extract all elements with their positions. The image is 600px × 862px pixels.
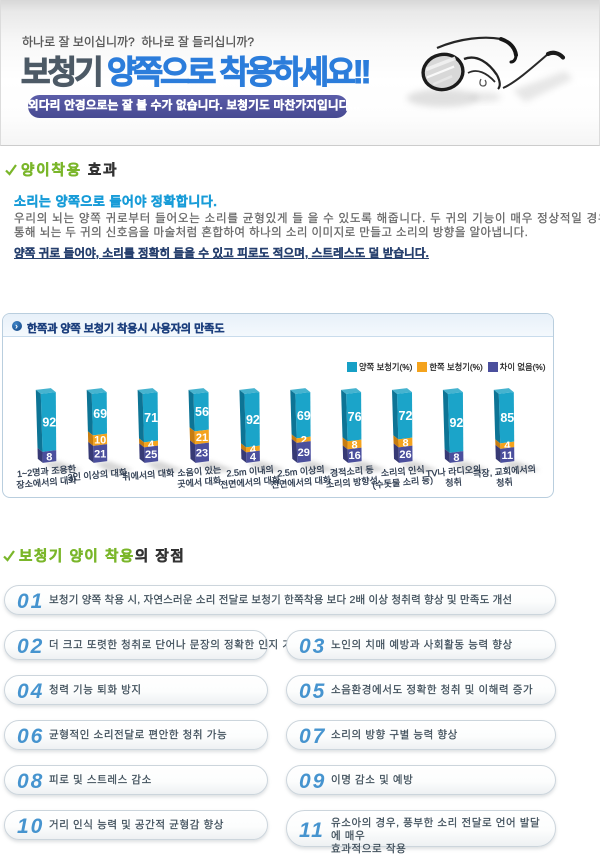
- svg-text:56: 56: [195, 405, 209, 419]
- svg-text:26: 26: [399, 449, 411, 461]
- svg-text:청취: 청취: [445, 477, 462, 488]
- svg-text:85: 85: [500, 411, 514, 425]
- svg-text:92: 92: [449, 416, 463, 430]
- svg-text:10: 10: [94, 435, 106, 447]
- svg-text:92: 92: [246, 413, 260, 427]
- svg-text:71: 71: [144, 411, 158, 425]
- svg-text:소음이 있는: 소음이 있는: [177, 464, 222, 479]
- svg-text:92: 92: [42, 416, 56, 430]
- svg-text:8: 8: [352, 440, 358, 452]
- svg-text:11: 11: [501, 450, 513, 462]
- svg-text:TV나 라디오의: TV나 라디오의: [426, 464, 482, 479]
- svg-text:8: 8: [453, 452, 459, 464]
- svg-text:청취: 청취: [496, 477, 513, 488]
- svg-text:소리의 방향성: 소리의 방향성: [325, 474, 378, 490]
- svg-text:21: 21: [94, 449, 106, 461]
- svg-text:4: 4: [250, 452, 257, 464]
- svg-text:8: 8: [46, 452, 52, 464]
- svg-text:경적소리 등: 경적소리 등: [329, 464, 374, 479]
- svg-text:소리의 인식: 소리의 인식: [380, 465, 425, 479]
- svg-text:21: 21: [196, 432, 208, 444]
- svg-text:뒤에서의 대화: 뒤에서의 대화: [122, 467, 175, 483]
- svg-text:곳에서 대화: 곳에서 대화: [177, 476, 222, 490]
- svg-text:69: 69: [93, 407, 107, 421]
- svg-text:2.5m 이상의: 2.5m 이상의: [277, 464, 325, 478]
- svg-text:16: 16: [348, 450, 360, 462]
- svg-text:23: 23: [196, 448, 208, 460]
- svg-text:76: 76: [348, 410, 362, 424]
- svg-text:8: 8: [402, 438, 408, 450]
- svg-text:2.5m 이내의: 2.5m 이내의: [226, 464, 274, 478]
- svg-text:4: 4: [504, 440, 511, 452]
- svg-text:2: 2: [301, 435, 307, 447]
- svg-text:25: 25: [145, 449, 157, 461]
- svg-text:69: 69: [297, 409, 311, 423]
- svg-text:72: 72: [399, 409, 413, 423]
- svg-text:29: 29: [298, 447, 310, 459]
- svg-text:4: 4: [148, 439, 155, 451]
- svg-text:4: 4: [250, 444, 257, 456]
